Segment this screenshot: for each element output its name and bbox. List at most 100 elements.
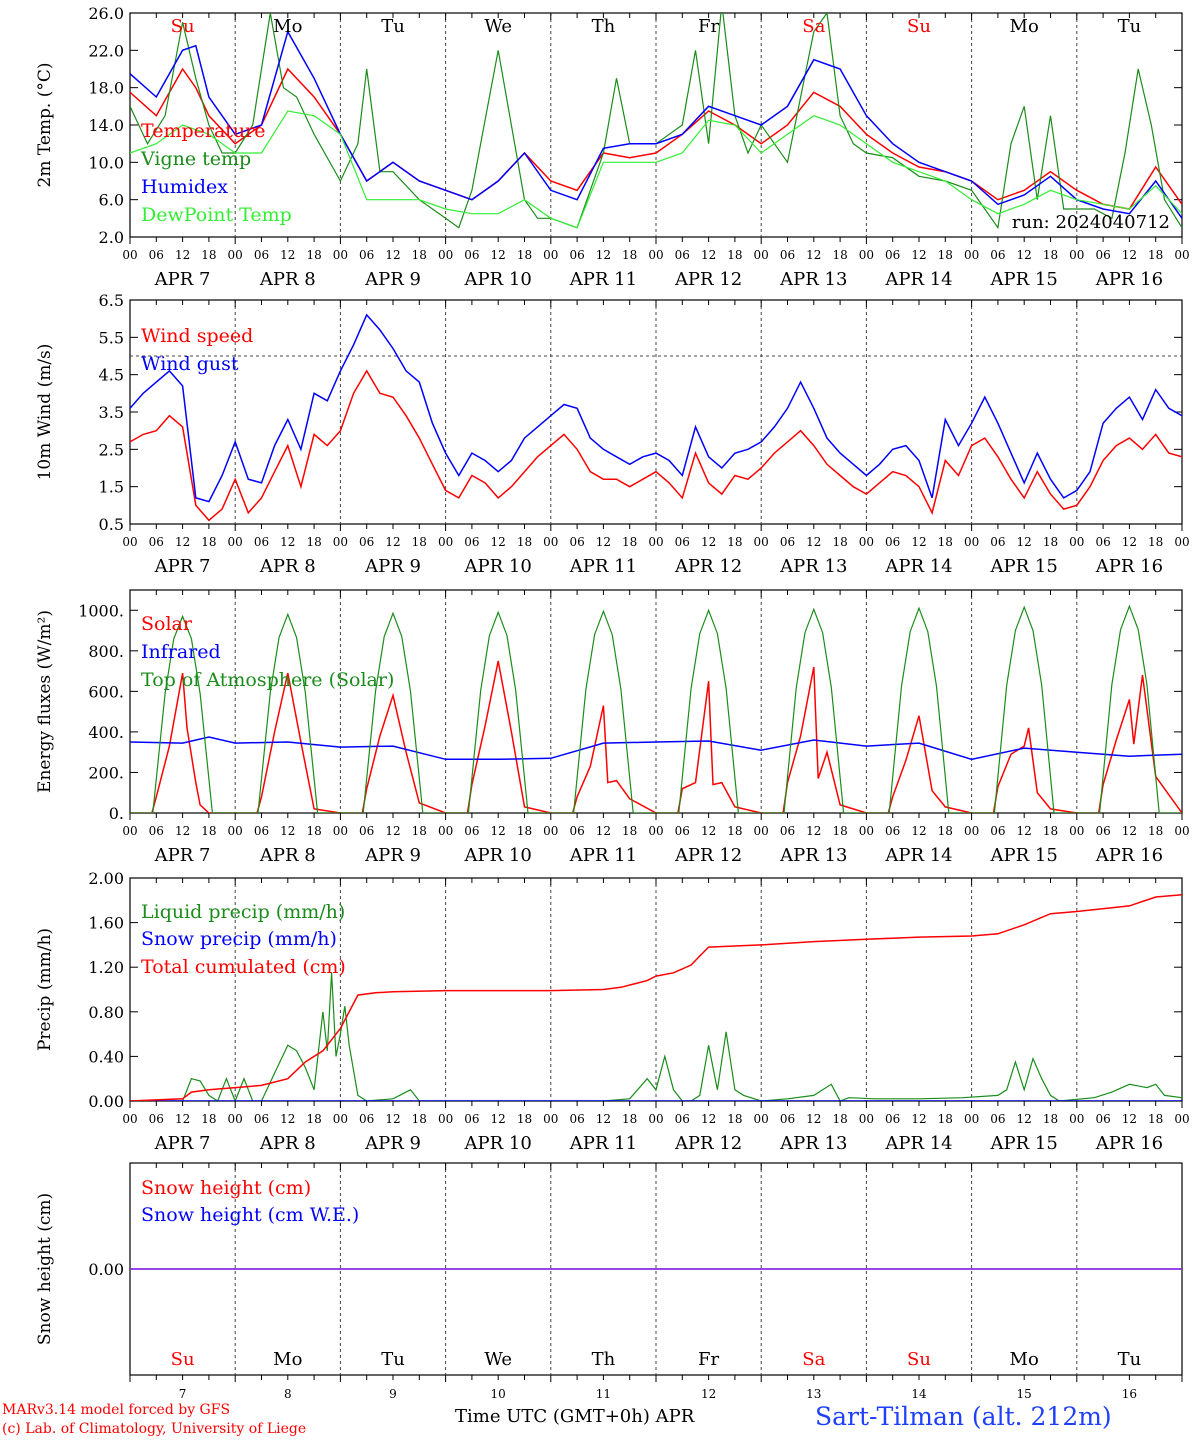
weekday-label: Tu xyxy=(381,16,405,37)
hour-tick-label: 00 xyxy=(438,824,453,838)
weekday-label: Fr xyxy=(698,1349,719,1370)
hour-tick-label: 18 xyxy=(1043,535,1058,549)
day-label: APR 14 xyxy=(884,845,952,866)
hour-tick-label: 18 xyxy=(938,1112,953,1126)
day-label: APR 15 xyxy=(990,556,1058,577)
hour-tick-label: 12 xyxy=(806,535,821,549)
day-label: APR 14 xyxy=(884,269,952,290)
hour-tick-label: 18 xyxy=(727,248,742,262)
hour-tick-label: 06 xyxy=(990,248,1005,262)
day-label: APR 8 xyxy=(259,269,316,290)
hour-tick-label: 06 xyxy=(254,535,269,549)
hour-tick-label: 00 xyxy=(543,248,558,262)
hour-tick-label: 12 xyxy=(596,1112,611,1126)
hour-tick-label: 18 xyxy=(938,535,953,549)
day-number-label: 16 xyxy=(1122,1387,1137,1400)
hour-tick-label: 18 xyxy=(1148,535,1163,549)
day-label: APR 11 xyxy=(569,845,637,866)
panel-1: 00 06 12 18 00 06 12 18 00 06 12 18 00 06 12 18 00 06 12 18… xyxy=(35,4,1190,290)
hour-tick-label: 00 xyxy=(543,1112,558,1126)
hour-tick-label: 00 xyxy=(754,535,769,549)
hour-tick-label: 06 xyxy=(359,535,374,549)
y-tick-label: 2.00 xyxy=(88,869,124,888)
hour-tick-label: 12 xyxy=(491,535,506,549)
series-line-vigne-temp xyxy=(130,13,1182,230)
hour-tick-label: 18 xyxy=(306,535,321,549)
hour-tick-label: 00 xyxy=(1069,1112,1084,1126)
day-label: APR 7 xyxy=(154,845,211,866)
y-tick-label: 0.00 xyxy=(88,1260,124,1279)
hour-tick-label: 06 xyxy=(149,1112,164,1126)
y-tick-label: 0.5 xyxy=(99,515,124,534)
day-number-label: 15 xyxy=(1017,1387,1032,1400)
hour-tick-label: 18 xyxy=(517,824,532,838)
day-label: APR 13 xyxy=(779,845,847,866)
legend-temperature: Temperature xyxy=(141,120,265,142)
hour-tick-label: 06 xyxy=(569,535,584,549)
hour-tick-label: 00 xyxy=(648,248,663,262)
legend-wind-gust: Wind gust xyxy=(141,353,239,375)
hour-tick-label: 18 xyxy=(412,1112,427,1126)
hour-tick-label: 00 xyxy=(964,1112,979,1126)
day-label: APR 8 xyxy=(259,845,316,866)
day-label: APR 11 xyxy=(569,269,637,290)
weekday-label: Tu xyxy=(1118,16,1142,37)
y-tick-label: 600. xyxy=(88,682,124,701)
hour-tick-label: 12 xyxy=(1122,535,1137,549)
legend-top-of-atmosphere-solar-: Top of Atmosphere (Solar) xyxy=(141,669,394,691)
hour-tick-label: 18 xyxy=(201,824,216,838)
hour-tick-label: 00 xyxy=(859,248,874,262)
hour-tick-label: 12 xyxy=(175,248,190,262)
legend-snow-height-cm-: Snow height (cm) xyxy=(141,1177,311,1199)
weekday-label: Mo xyxy=(1010,1349,1039,1370)
day-label: APR 7 xyxy=(154,556,211,577)
series-line-total-cumulated-cm- xyxy=(130,893,1182,1101)
hour-tick-label: 12 xyxy=(175,1112,190,1126)
hour-tick-label: 00 xyxy=(228,535,243,549)
hour-tick-label: 18 xyxy=(622,824,637,838)
y-tick-label: 200. xyxy=(88,763,124,782)
day-label: APR 8 xyxy=(259,556,316,577)
hour-tick-label: 00 xyxy=(1174,824,1189,838)
hour-tick-label: 00 xyxy=(1174,1112,1189,1126)
y-tick-label: 0.40 xyxy=(88,1047,124,1066)
hour-tick-label: 12 xyxy=(1017,248,1032,262)
hour-tick-label: 06 xyxy=(359,824,374,838)
hour-tick-label: 12 xyxy=(385,824,400,838)
y-tick-label: 0.00 xyxy=(88,1092,124,1111)
hour-tick-label: 18 xyxy=(727,535,742,549)
hour-tick-label: 06 xyxy=(885,535,900,549)
y-tick-label: 26.0 xyxy=(88,4,124,23)
hour-tick-label: 18 xyxy=(1148,1112,1163,1126)
hour-tick-label: 18 xyxy=(412,248,427,262)
day-number-label: 7 xyxy=(179,1387,187,1400)
y-tick-label: 0.80 xyxy=(88,1003,124,1022)
hour-tick-label: 06 xyxy=(464,824,479,838)
hour-tick-label: 12 xyxy=(175,535,190,549)
day-label: APR 15 xyxy=(990,269,1058,290)
y-tick-label: 400. xyxy=(88,723,124,742)
hour-tick-label: 18 xyxy=(517,535,532,549)
hour-tick-label: 18 xyxy=(622,535,637,549)
hour-tick-label: 00 xyxy=(648,535,663,549)
hour-tick-label: 12 xyxy=(280,535,295,549)
hour-tick-label: 18 xyxy=(727,1112,742,1126)
legend-humidex: Humidex xyxy=(141,176,228,198)
day-label: APR 16 xyxy=(1095,556,1163,577)
hour-tick-label: 00 xyxy=(964,824,979,838)
hour-tick-label: 06 xyxy=(1095,248,1110,262)
series-line-wind-gust xyxy=(130,313,1182,503)
hour-tick-label: 00 xyxy=(543,824,558,838)
day-label: APR 10 xyxy=(464,845,532,866)
day-label: APR 8 xyxy=(259,1133,316,1154)
hour-tick-label: 06 xyxy=(359,1112,374,1126)
legend-wind-speed: Wind speed xyxy=(141,325,253,347)
hour-tick-label: 18 xyxy=(412,535,427,549)
weekday-label: We xyxy=(484,16,512,37)
hour-tick-label: 18 xyxy=(306,1112,321,1126)
hour-tick-label: 00 xyxy=(333,248,348,262)
day-number-label: 13 xyxy=(806,1387,821,1400)
day-label: APR 12 xyxy=(674,269,742,290)
hour-tick-label: 06 xyxy=(990,824,1005,838)
hour-tick-label: 06 xyxy=(885,824,900,838)
